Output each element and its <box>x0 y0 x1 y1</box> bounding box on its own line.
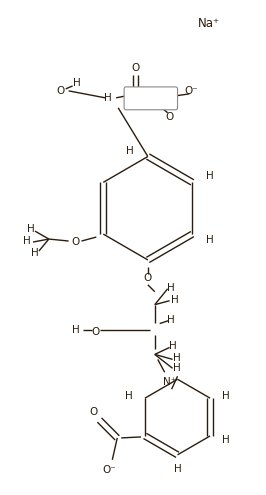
Text: H: H <box>104 93 112 103</box>
Text: O: O <box>72 237 80 247</box>
Text: H: H <box>169 342 176 351</box>
Text: O⁻: O⁻ <box>185 86 198 96</box>
Text: H: H <box>206 235 214 245</box>
Text: H: H <box>206 171 214 181</box>
Text: Na⁺: Na⁺ <box>198 17 220 30</box>
Text: O: O <box>165 112 174 122</box>
Text: Abs: Abs <box>144 95 160 103</box>
FancyBboxPatch shape <box>124 87 177 110</box>
Text: H: H <box>171 295 178 305</box>
Text: H: H <box>222 435 230 445</box>
Text: O: O <box>132 63 140 73</box>
Text: O: O <box>144 273 152 283</box>
Text: H: H <box>23 236 31 246</box>
Text: H: H <box>167 315 174 325</box>
Text: O: O <box>91 327 99 337</box>
Text: H: H <box>222 391 230 401</box>
Text: O: O <box>57 86 65 96</box>
Text: H: H <box>167 283 174 293</box>
Text: H: H <box>27 224 35 234</box>
Text: H: H <box>73 78 81 88</box>
Text: O⁻: O⁻ <box>102 465 116 475</box>
Text: H: H <box>72 325 80 335</box>
Text: O: O <box>89 407 98 417</box>
Text: H: H <box>31 248 39 258</box>
Text: H: H <box>125 391 133 401</box>
Text: H: H <box>126 146 134 155</box>
Text: H: H <box>173 353 180 363</box>
Text: H: H <box>173 363 180 373</box>
Text: N⁺: N⁺ <box>163 377 176 387</box>
Text: H: H <box>174 464 181 474</box>
